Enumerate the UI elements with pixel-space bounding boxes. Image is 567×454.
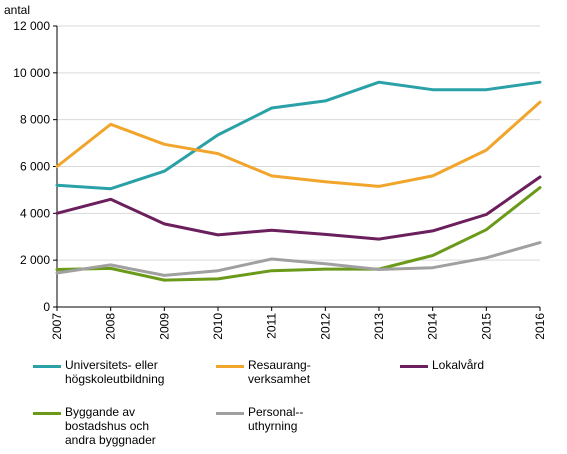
y-tick-label: 12 000 <box>13 19 50 33</box>
x-tick-label: 2010 <box>211 313 225 340</box>
x-tick-label: 2011 <box>265 313 279 339</box>
x-tick-label: 2007 <box>50 313 64 340</box>
series-line <box>55 80 542 191</box>
x-tick-label: 2013 <box>372 313 386 340</box>
series-line <box>55 100 542 188</box>
x-tick-label: 2014 <box>426 313 440 340</box>
y-tick-label: 0 <box>43 300 50 314</box>
series-lines <box>55 80 542 282</box>
x-tick-label: 2009 <box>157 313 171 340</box>
gridlines <box>57 25 540 261</box>
y-axis-label: antal <box>4 3 30 17</box>
y-tick-label: 4 000 <box>20 206 50 220</box>
series-line <box>55 186 542 282</box>
y-tick-label: 8 000 <box>20 113 50 127</box>
y-tick-label: 6 000 <box>20 160 50 174</box>
x-tick-label: 2016 <box>533 313 547 340</box>
series-line <box>55 175 542 241</box>
series-line <box>55 241 542 277</box>
y-tick-label: 10 000 <box>13 66 50 80</box>
x-tick-label: 2008 <box>104 313 118 340</box>
y-tick-labels: 0 2 000 4 000 6 000 8 000 10 000 12 000 <box>13 19 50 314</box>
x-tick-label: 2012 <box>318 313 332 340</box>
x-tick-labels: 2007 2008 2009 2010 2011 2012 2013 2014 2015 2016 <box>50 313 547 340</box>
x-tick-label: 2015 <box>479 313 493 340</box>
y-tick-label: 2 000 <box>20 253 50 267</box>
